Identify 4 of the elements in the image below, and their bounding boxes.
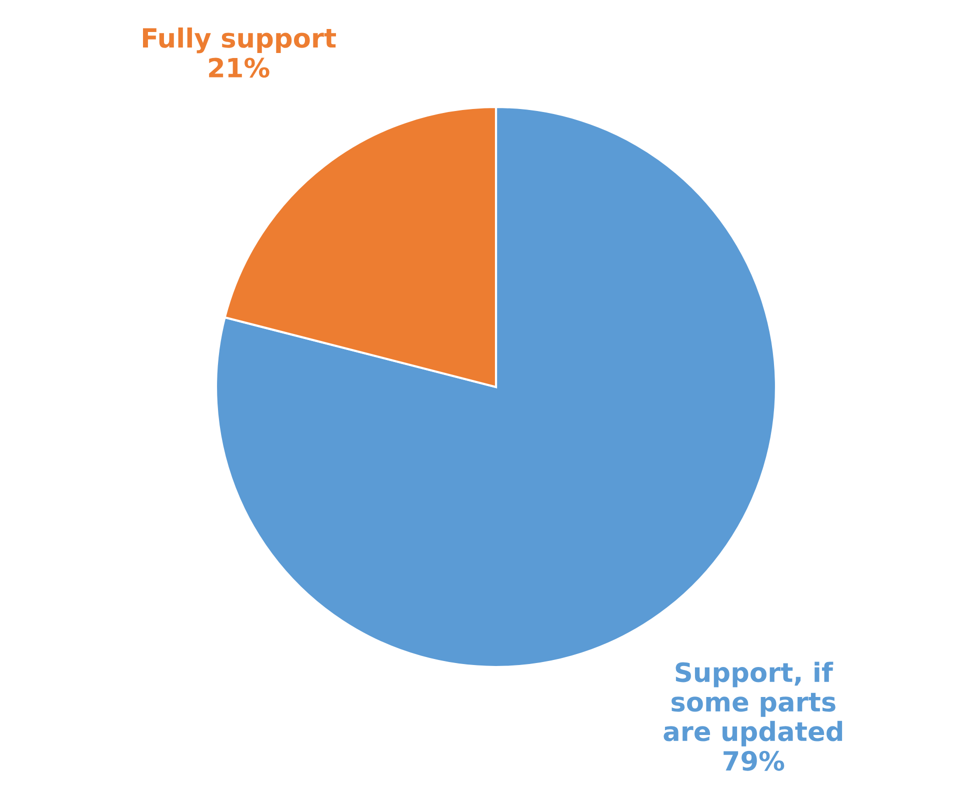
data-label: 21%	[209, 58, 270, 78]
data-label: 79%	[724, 750, 784, 771]
slice-label: Fully support	[143, 27, 336, 54]
slice-label: Support, if some parts are updated	[664, 662, 842, 746]
